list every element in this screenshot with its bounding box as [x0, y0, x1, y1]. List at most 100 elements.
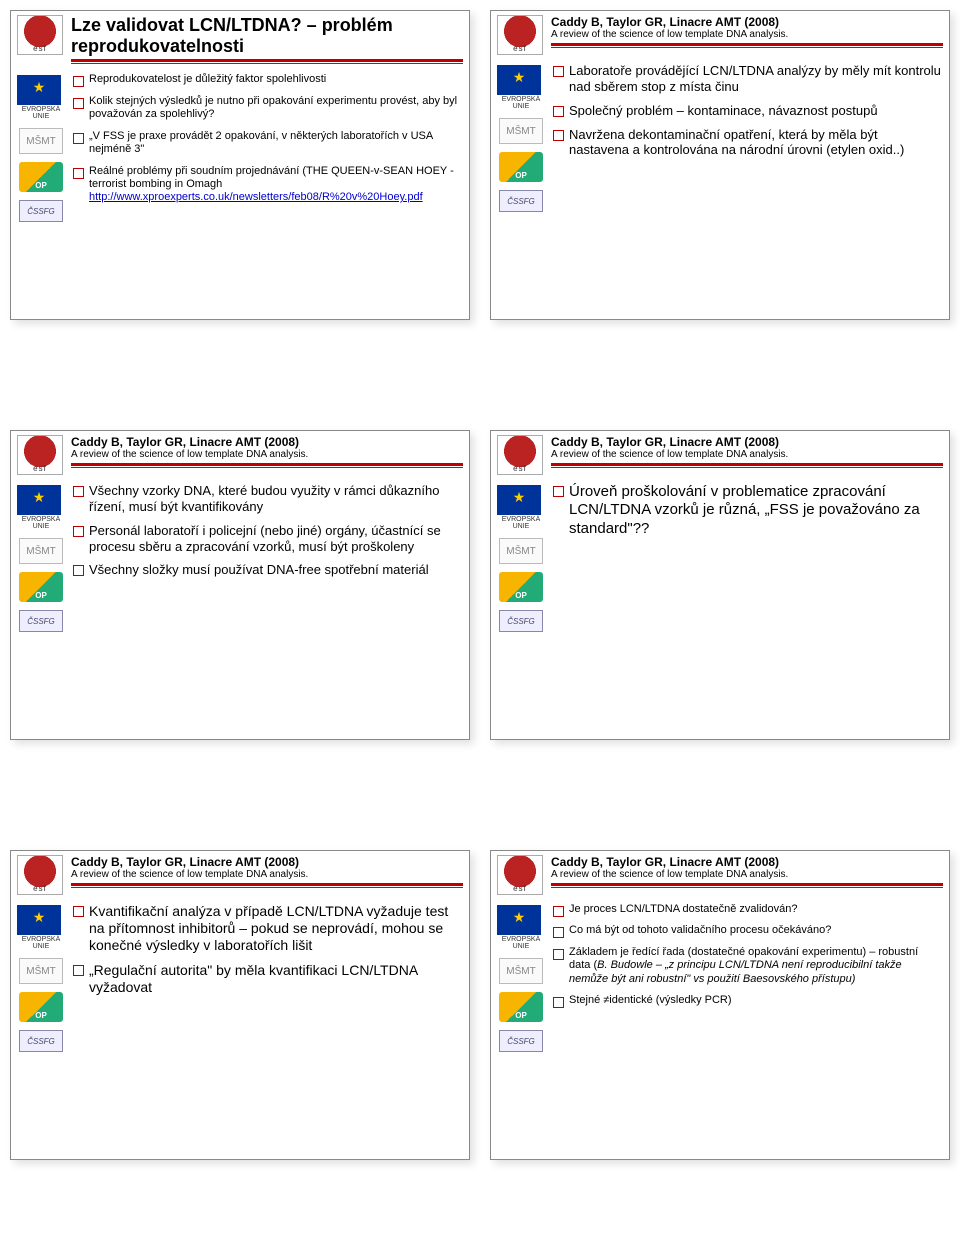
esf-logo: [17, 855, 63, 895]
red-divider: [551, 883, 943, 886]
dark-divider: [551, 467, 943, 468]
logo-stack: EVROPSKÁ UNIE MŠMT ČSSFG: [17, 903, 65, 1151]
slide-content: Laboratoře provádějící LCN/LTDNA analýzy…: [551, 63, 941, 311]
bullet-item: Laboratoře provádějící LCN/LTDNA analýzy…: [551, 63, 941, 95]
op-vzdelavani-logo: [19, 572, 63, 602]
eu-flag-logo: EVROPSKÁ UNIE: [497, 905, 545, 950]
eu-flag-logo: EVROPSKÁ UNIE: [17, 485, 65, 530]
op-vzdelavani-logo: [499, 152, 543, 182]
bullet-item: Je proces LCN/LTDNA dostatečně zvalidová…: [551, 903, 941, 916]
slide-content: Je proces LCN/LTDNA dostatečně zvalidová…: [551, 903, 941, 1151]
slide-5: Caddy B, Taylor GR, Linacre AMT (2008) A…: [10, 850, 470, 1160]
slide-subtitle: A review of the science of low template …: [551, 869, 943, 881]
dark-divider: [551, 47, 943, 48]
slide-title: Caddy B, Taylor GR, Linacre AMT (2008): [551, 435, 943, 449]
op-vzdelavani-logo: [499, 992, 543, 1022]
dark-divider: [71, 63, 463, 64]
msmt-logo: MŠMT: [19, 958, 63, 984]
dark-divider: [71, 467, 463, 468]
bullet-item: Kolik stejných výsledků je nutno při opa…: [71, 95, 461, 122]
esf-logo: [497, 435, 543, 475]
logo-stack: EVROPSKÁ UNIE MŠMT ČSSFG: [17, 483, 65, 731]
slide-subtitle: A review of the science of low template …: [71, 869, 463, 881]
slide-title: Caddy B, Taylor GR, Linacre AMT (2008): [71, 855, 463, 869]
bullet-item: Všechny vzorky DNA, které budou využity …: [71, 483, 461, 515]
logo-stack: EVROPSKÁ UNIE MŠMT ČSSFG: [497, 903, 545, 1151]
cssfg-logo: ČSSFG: [19, 610, 63, 632]
bullet-list: Laboratoře provádějící LCN/LTDNA analýzy…: [551, 63, 941, 158]
dark-divider: [71, 887, 463, 888]
eu-flag-logo: EVROPSKÁ UNIE: [497, 485, 545, 530]
slide-grid: Lze validovat LCN/LTDNA? – problém repro…: [10, 10, 950, 1160]
esf-logo: [17, 435, 63, 475]
slide-header: Caddy B, Taylor GR, Linacre AMT (2008) A…: [491, 851, 949, 897]
slide-body: EVROPSKÁ UNIE MŠMT ČSSFG Laboratoře prov…: [491, 57, 949, 319]
bullet-item: „V FSS je praxe provádět 2 opakování, v …: [71, 130, 461, 157]
cssfg-logo: ČSSFG: [499, 610, 543, 632]
slide-subtitle: A review of the science of low template …: [551, 29, 943, 41]
slide-title: Caddy B, Taylor GR, Linacre AMT (2008): [71, 435, 463, 449]
reference-link[interactable]: http://www.xproexperts.co.uk/newsletters…: [89, 191, 423, 203]
red-divider: [71, 463, 463, 466]
op-vzdelavani-logo: [19, 992, 63, 1022]
bullet-item: Navržena dekontaminační opatření, která …: [551, 127, 941, 159]
eu-flag-logo: EVROPSKÁ UNIE: [17, 75, 65, 120]
slide-header: Lze validovat LCN/LTDNA? – problém repro…: [11, 11, 469, 67]
slide-header: Caddy B, Taylor GR, Linacre AMT (2008) A…: [491, 431, 949, 477]
slide-content: Reprodukovatelost je důležitý faktor spo…: [71, 73, 461, 311]
op-vzdelavani-logo: [499, 572, 543, 602]
bullet-list: Je proces LCN/LTDNA dostatečně zvalidová…: [551, 903, 941, 1007]
slide-6: Caddy B, Taylor GR, Linacre AMT (2008) A…: [490, 850, 950, 1160]
bullet-item: Reálné problémy při soudním projednávání…: [71, 165, 461, 205]
bullet-list: Úroveň proškolování v problematice zprac…: [551, 483, 941, 538]
slide-body: EVROPSKÁ UNIE MŠMT ČSSFG Reprodukovatelo…: [11, 67, 469, 319]
logo-stack: EVROPSKÁ UNIE MŠMT ČSSFG: [17, 73, 65, 311]
bullet-item: Kvantifikační analýza v případě LCN/LTDN…: [71, 903, 461, 954]
eu-flag-logo: EVROPSKÁ UNIE: [17, 905, 65, 950]
slide-3: Caddy B, Taylor GR, Linacre AMT (2008) A…: [10, 430, 470, 740]
slide-header: Caddy B, Taylor GR, Linacre AMT (2008) A…: [491, 11, 949, 57]
red-divider: [551, 43, 943, 46]
msmt-logo: MŠMT: [499, 118, 543, 144]
bullet-item: Úroveň proškolování v problematice zprac…: [551, 483, 941, 538]
slide-body: EVROPSKÁ UNIE MŠMT ČSSFG Všechny vzorky …: [11, 477, 469, 739]
bullet-item: Stejné ≠identické (výsledky PCR): [551, 994, 941, 1007]
logo-stack: EVROPSKÁ UNIE MŠMT ČSSFG: [497, 63, 545, 311]
bullet-item: „Regulační autorita" by měla kvantifikac…: [71, 962, 461, 996]
bullet-item: Personál laboratoří i policejní (nebo ji…: [71, 523, 461, 555]
bullet-item: Reprodukovatelost je důležitý faktor spo…: [71, 73, 461, 86]
slide-body: EVROPSKÁ UNIE MŠMT ČSSFG Úroveň proškolo…: [491, 477, 949, 739]
slide-body: EVROPSKÁ UNIE MŠMT ČSSFG Kvantifikační a…: [11, 897, 469, 1159]
msmt-logo: MŠMT: [19, 128, 63, 154]
slide-header: Caddy B, Taylor GR, Linacre AMT (2008) A…: [11, 431, 469, 477]
cssfg-logo: ČSSFG: [19, 200, 63, 222]
msmt-logo: MŠMT: [499, 538, 543, 564]
red-divider: [551, 463, 943, 466]
esf-logo: [497, 15, 543, 55]
bullet-list: Reprodukovatelost je důležitý faktor spo…: [71, 73, 461, 204]
bullet-item: Co má být od tohoto validačního procesu …: [551, 924, 941, 937]
bullet-list: Kvantifikační analýza v případě LCN/LTDN…: [71, 903, 461, 996]
msmt-logo: MŠMT: [499, 958, 543, 984]
bullet-item: Společný problém – kontaminace, návaznos…: [551, 103, 941, 119]
red-divider: [71, 59, 463, 62]
slide-content: Kvantifikační analýza v případě LCN/LTDN…: [71, 903, 461, 1151]
slide-body: EVROPSKÁ UNIE MŠMT ČSSFG Je proces LCN/L…: [491, 897, 949, 1159]
eu-flag-logo: EVROPSKÁ UNIE: [497, 65, 545, 110]
esf-logo: [17, 15, 63, 55]
slide-4: Caddy B, Taylor GR, Linacre AMT (2008) A…: [490, 430, 950, 740]
slide-subtitle: A review of the science of low template …: [71, 449, 463, 461]
slide-header: Caddy B, Taylor GR, Linacre AMT (2008) A…: [11, 851, 469, 897]
op-vzdelavani-logo: [19, 162, 63, 192]
esf-logo: [497, 855, 543, 895]
bullet-item: Základem je ředící řada (dostatečné opak…: [551, 946, 941, 986]
dark-divider: [551, 887, 943, 888]
slide-subtitle: A review of the science of low template …: [551, 449, 943, 461]
logo-stack: EVROPSKÁ UNIE MŠMT ČSSFG: [497, 483, 545, 731]
slide-title: Lze validovat LCN/LTDNA? – problém repro…: [71, 15, 463, 57]
bullet-item: Všechny složky musí používat DNA-free sp…: [71, 562, 461, 578]
slide-1: Lze validovat LCN/LTDNA? – problém repro…: [10, 10, 470, 320]
cssfg-logo: ČSSFG: [19, 1030, 63, 1052]
slide-content: Úroveň proškolování v problematice zprac…: [551, 483, 941, 731]
slide-content: Všechny vzorky DNA, které budou využity …: [71, 483, 461, 731]
